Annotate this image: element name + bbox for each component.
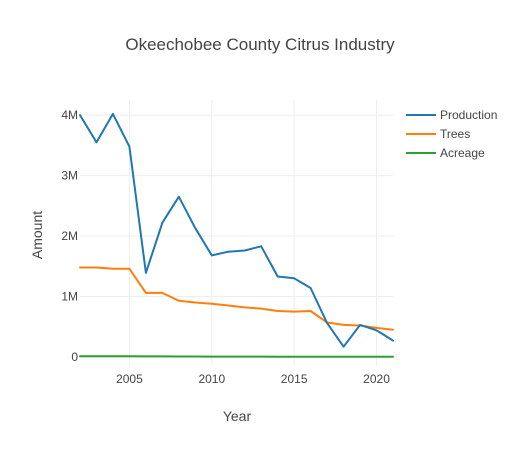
legend-item-acreage[interactable]: Acreage xyxy=(406,146,485,160)
series-line-acreage xyxy=(79,355,394,358)
y-tick-label: 2M xyxy=(61,229,78,243)
y-axis-title: Amount xyxy=(29,211,45,259)
x-grid xyxy=(128,100,378,366)
legend-item-production[interactable]: Production xyxy=(406,108,497,122)
chart-title: Okeechobee County Citrus Industry xyxy=(125,35,395,54)
y-tick-labels: 0 1M 2M 3M 4M xyxy=(61,108,78,364)
legend-label: Production xyxy=(440,108,497,122)
x-axis-title: Year xyxy=(223,408,252,424)
x-tick-labels: 2005 2010 2015 2020 xyxy=(116,372,390,386)
series-lines xyxy=(79,112,394,358)
x-tick-label: 2010 xyxy=(198,372,225,386)
legend-label: Acreage xyxy=(440,146,485,160)
y-tick-label: 3M xyxy=(61,169,78,183)
y-tick-label: 1M xyxy=(61,289,78,303)
legend-item-trees[interactable]: Trees xyxy=(406,127,470,141)
x-tick-label: 2020 xyxy=(363,372,390,386)
legend[interactable]: Production Trees Acreage xyxy=(406,108,497,160)
x-tick-label: 2015 xyxy=(281,372,308,386)
y-tick-label: 4M xyxy=(61,108,78,122)
legend-label: Trees xyxy=(440,127,470,141)
series-line-trees xyxy=(79,266,394,331)
series-line-production xyxy=(79,112,394,348)
x-tick-label: 2005 xyxy=(116,372,143,386)
y-tick-label: 0 xyxy=(71,350,78,364)
